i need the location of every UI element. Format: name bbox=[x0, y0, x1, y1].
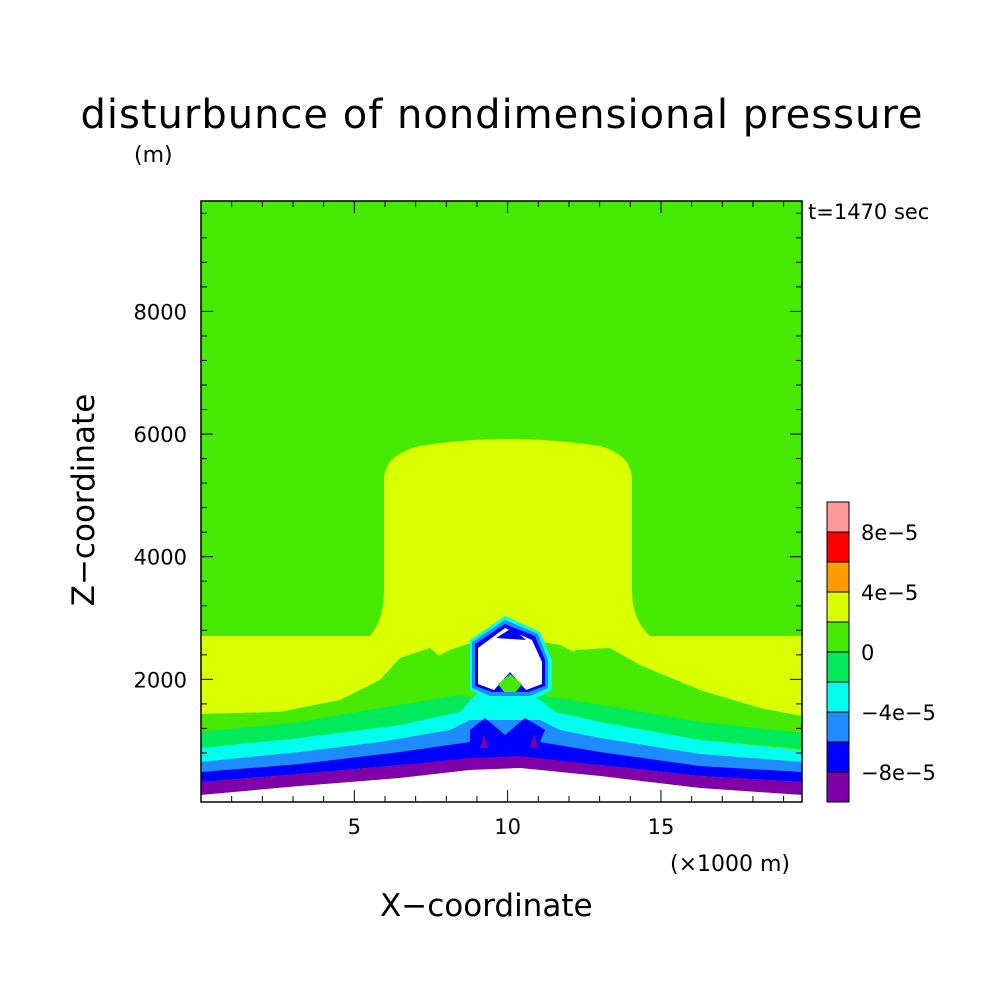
contour-region-skyblue bbox=[201, 720, 802, 772]
contour-region-green bbox=[201, 648, 802, 732]
colorbar-swatch bbox=[826, 531, 850, 563]
chart-title: disturbunce of nondimensional pressure bbox=[80, 92, 924, 138]
x-axis-label: X−coordinate bbox=[380, 888, 593, 924]
contour-region-blue bbox=[201, 718, 802, 782]
y-tick-label: 6000 bbox=[134, 423, 187, 447]
x-tick-label: 10 bbox=[494, 815, 521, 839]
colorbar-label: 8e−5 bbox=[861, 521, 918, 545]
x-unit-label: (×1000 m) bbox=[670, 852, 791, 877]
x-tick-label: 15 bbox=[648, 815, 675, 839]
colorbar-swatch bbox=[826, 741, 850, 773]
terrain bbox=[201, 768, 802, 802]
colorbar-label: 4e−5 bbox=[861, 581, 918, 605]
y-tick-label: 8000 bbox=[134, 300, 187, 324]
y-axis-label: Z−coordinate bbox=[66, 393, 102, 607]
colorbar-swatch bbox=[826, 561, 850, 593]
contour-field bbox=[201, 201, 802, 802]
colorbar-swatch bbox=[826, 681, 850, 713]
core-white bbox=[478, 628, 542, 690]
tick-group: 5 10 15 2000 4000 6000 8000 bbox=[134, 201, 802, 839]
core-small-green bbox=[498, 674, 522, 692]
core-lower-left bbox=[480, 734, 488, 748]
plot-frame bbox=[200, 200, 803, 803]
y-unit-label: (m) bbox=[134, 143, 173, 168]
x-tick-label: 5 bbox=[348, 815, 361, 839]
colorbar: 8e−5 4e−5 0 −4e−5 −8e−5 bbox=[826, 501, 936, 803]
colorbar-label: −4e−5 bbox=[861, 701, 936, 725]
colorbar-swatch bbox=[826, 591, 850, 623]
colorbar-swatch bbox=[826, 711, 850, 743]
colorbar-swatch bbox=[826, 501, 850, 533]
colorbar-swatch bbox=[826, 771, 850, 803]
y-tick-label: 2000 bbox=[134, 668, 187, 692]
time-label: t=1470 sec bbox=[808, 200, 930, 224]
colorbar-swatch bbox=[826, 621, 850, 653]
colorbar-label: 0 bbox=[861, 641, 874, 665]
contour-region-purple bbox=[201, 756, 802, 795]
y-tick-label: 4000 bbox=[134, 546, 187, 570]
colorbar-swatch bbox=[826, 651, 850, 683]
core-inner-blue bbox=[496, 628, 526, 640]
colorbar-label: −8e−5 bbox=[861, 761, 936, 785]
core-lower-right bbox=[530, 734, 538, 748]
contour-region-yellow bbox=[201, 439, 802, 716]
